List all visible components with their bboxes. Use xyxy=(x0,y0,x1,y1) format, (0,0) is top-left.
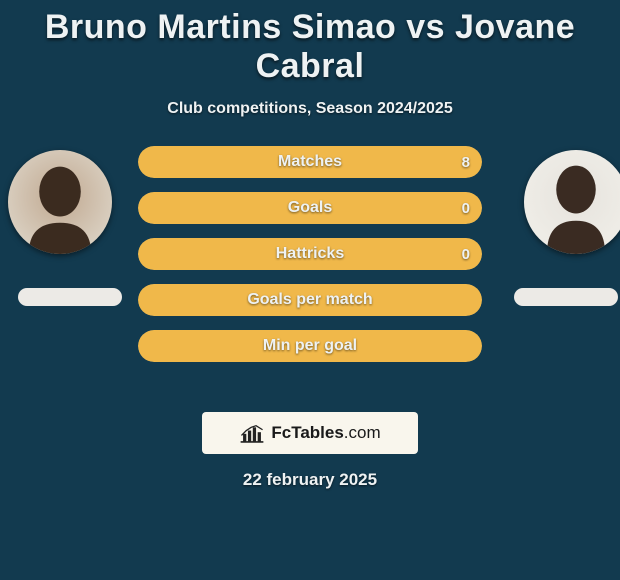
avatar-left-silhouette-icon xyxy=(8,150,112,254)
player-right-avatar xyxy=(524,150,620,254)
comparison-arena: Matches8Goals0Hattricks0Goals per matchM… xyxy=(0,146,620,406)
stat-label: Matches xyxy=(138,146,482,178)
stat-row: Min per goal xyxy=(138,330,482,362)
stat-row: Goals per match xyxy=(138,284,482,316)
subtitle: Club competitions, Season 2024/2025 xyxy=(0,100,620,118)
stat-value: 0 xyxy=(462,192,470,224)
brand-main: Tables xyxy=(291,423,344,442)
stat-row: Matches8 xyxy=(138,146,482,178)
avatar-right-silhouette-icon xyxy=(524,150,620,254)
brand-badge: FcTables.com xyxy=(202,412,418,454)
brand-text: FcTables.com xyxy=(271,423,380,443)
stat-label: Goals xyxy=(138,192,482,224)
stat-row: Hattricks0 xyxy=(138,238,482,270)
bar-chart-icon xyxy=(239,422,265,444)
comparison-card: Bruno Martins Simao vs Jovane Cabral Clu… xyxy=(0,0,620,450)
stat-label: Min per goal xyxy=(138,330,482,362)
player-left-name-pill xyxy=(18,288,122,306)
stat-value: 8 xyxy=(462,146,470,178)
brand-prefix: Fc xyxy=(271,423,291,442)
stat-bars: Matches8Goals0Hattricks0Goals per matchM… xyxy=(138,146,482,376)
footer-date: 22 february 2025 xyxy=(0,470,620,490)
player-right-name-pill xyxy=(514,288,618,306)
stat-label: Goals per match xyxy=(138,284,482,316)
brand-suffix: .com xyxy=(344,423,381,442)
page-title: Bruno Martins Simao vs Jovane Cabral xyxy=(0,8,620,86)
player-left-avatar xyxy=(8,150,112,254)
stat-label: Hattricks xyxy=(138,238,482,270)
stat-row: Goals0 xyxy=(138,192,482,224)
stat-value: 0 xyxy=(462,238,470,270)
